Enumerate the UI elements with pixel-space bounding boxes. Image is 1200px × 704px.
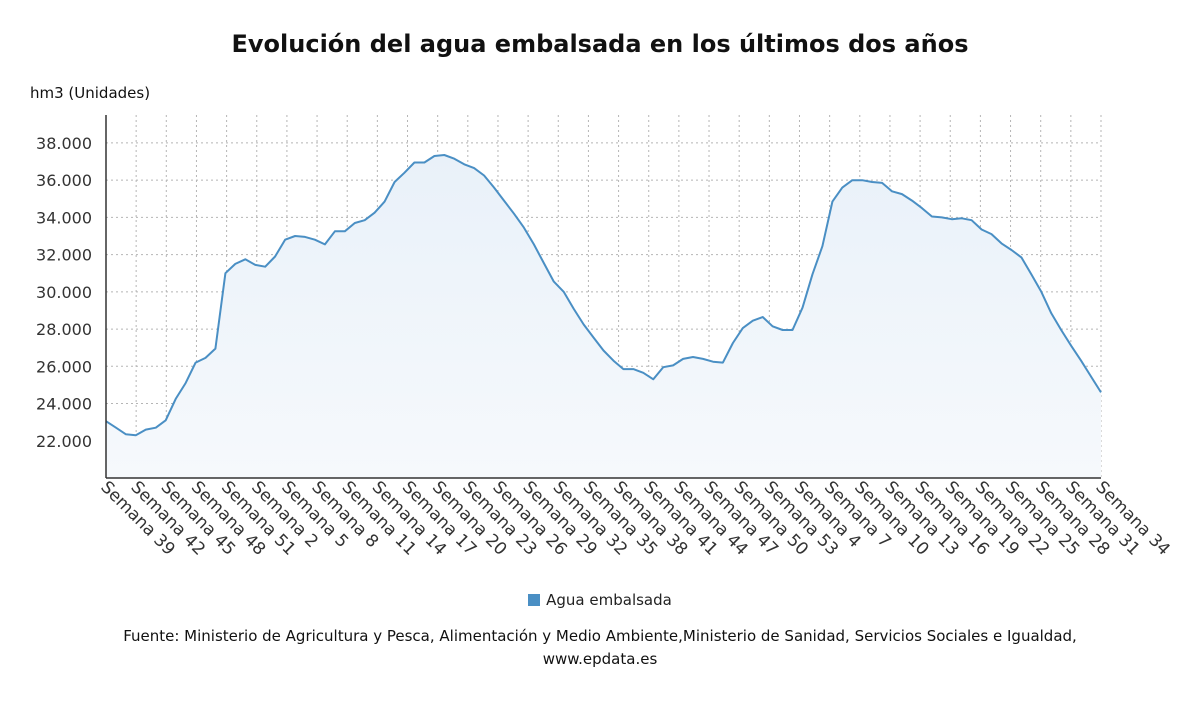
- axes: [105, 115, 1101, 479]
- y-tick-label: 26.000: [36, 357, 92, 376]
- source-note: Fuente: Ministerio de Agricultura y Pesc…: [80, 625, 1120, 671]
- y-tick-label: 22.000: [36, 432, 92, 451]
- y-tick-labels: 22.000 24.000 26.000 28.000 30.000 32.000 34.0…: [36, 134, 92, 451]
- legend-label: Agua embalsada: [546, 591, 672, 609]
- y-tick-label: 38.000: [36, 134, 92, 153]
- series-line: [105, 154, 1102, 437]
- y-tick-label: 24.000: [36, 395, 92, 414]
- y-axis-label: hm3 (Unidades): [30, 84, 151, 102]
- y-tick-label: 30.000: [36, 283, 92, 302]
- y-tick-label: 28.000: [36, 320, 92, 339]
- source-text: Fuente: Ministerio de Agricultura y Pesc…: [123, 627, 1077, 645]
- source-website: www.epdata.es: [542, 650, 658, 668]
- y-tick-label: 36.000: [36, 171, 92, 190]
- chart-title: Evolución del agua embalsada en los últi…: [231, 30, 969, 58]
- series-area: [106, 155, 1101, 478]
- y-tick-label: 34.000: [36, 208, 92, 227]
- legend: Agua embalsada: [0, 591, 1200, 609]
- y-tick-label: 32.000: [36, 246, 92, 265]
- legend-swatch: [528, 594, 541, 606]
